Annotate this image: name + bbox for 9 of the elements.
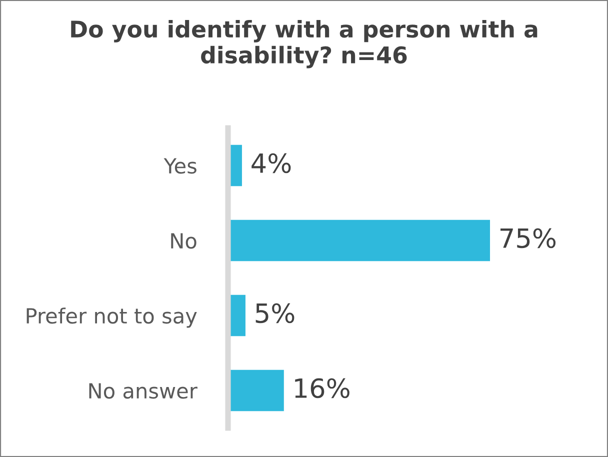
y-tick-label: No bbox=[171, 233, 196, 249]
y-tick-label: Prefer not to say bbox=[26, 308, 197, 328]
data-label: 5% bbox=[256, 303, 294, 324]
data-label: 75% bbox=[500, 228, 556, 248]
y-tick-label: No answer bbox=[89, 383, 198, 399]
data-label: 4% bbox=[252, 153, 291, 174]
data-label: 16% bbox=[295, 378, 350, 398]
y-tick-label: Yes bbox=[164, 158, 196, 174]
chart-title: Do you identify with a person with a disability? n=46 bbox=[71, 20, 538, 68]
